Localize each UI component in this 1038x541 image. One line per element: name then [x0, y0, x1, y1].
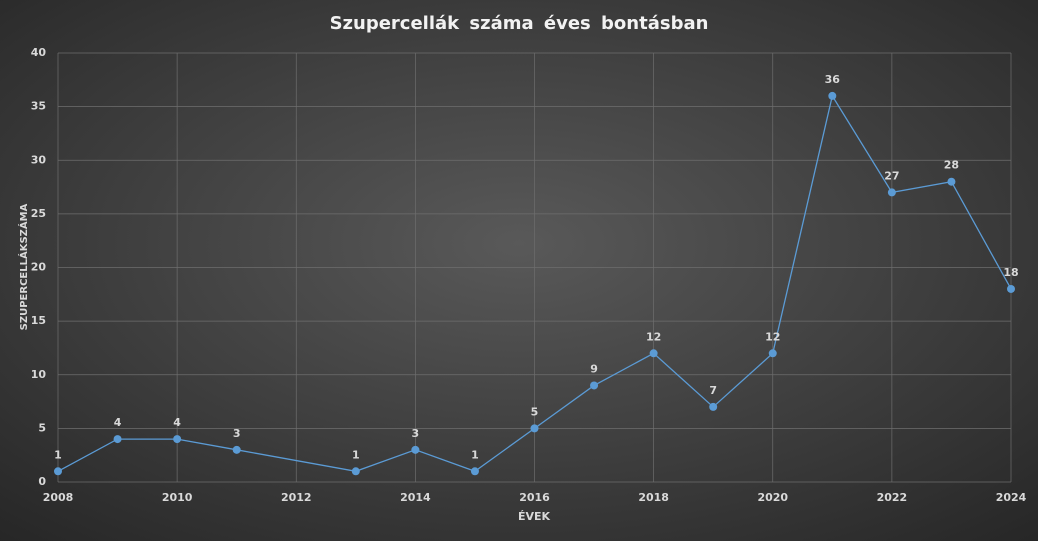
y-tick-label: 15 — [31, 314, 46, 327]
data-label: 4 — [114, 416, 122, 429]
data-label: 1 — [54, 448, 62, 461]
data-label: 18 — [1003, 266, 1018, 279]
data-point — [768, 349, 777, 358]
data-label: 4 — [173, 416, 181, 429]
data-label: 3 — [233, 427, 241, 440]
data-label: 28 — [944, 159, 959, 172]
y-tick-label: 5 — [38, 421, 46, 434]
data-label: 1 — [471, 448, 479, 461]
data-line — [57, 94, 1012, 473]
x-tick-label: 2020 — [757, 491, 788, 504]
x-tick-label: 2016 — [519, 491, 550, 504]
data-label: 9 — [590, 362, 598, 375]
data-label: 27 — [884, 169, 899, 182]
x-tick-label: 2022 — [877, 491, 908, 504]
x-tick-label: 2012 — [281, 491, 312, 504]
y-tick-label: 20 — [31, 261, 47, 274]
x-tick-label: 2008 — [43, 491, 74, 504]
data-point — [173, 435, 182, 444]
x-tick-label: 2010 — [162, 491, 193, 504]
data-point — [411, 445, 420, 454]
data-label: 3 — [412, 427, 420, 440]
data-point — [54, 467, 62, 476]
data-point — [887, 188, 896, 197]
x-tick-label: 2024 — [996, 491, 1027, 504]
data-point — [947, 177, 956, 186]
data-point — [590, 381, 599, 390]
data-point — [530, 424, 539, 433]
x-tick-label: 2018 — [638, 491, 669, 504]
data-point — [113, 435, 122, 444]
x-axis-label: ÉVEK — [518, 510, 551, 523]
y-tick-label: 0 — [38, 475, 46, 488]
chart-title: Szupercellák száma éves bontásban — [330, 13, 709, 34]
y-tick-label: 30 — [31, 153, 47, 166]
data-label: 36 — [825, 73, 841, 86]
data-label: 7 — [709, 384, 717, 397]
y-tick-label: 25 — [31, 207, 46, 220]
y-tick-label: 10 — [31, 368, 47, 381]
data-point — [1007, 284, 1015, 293]
data-point — [232, 445, 241, 454]
data-label: 5 — [531, 405, 539, 418]
data-label: 12 — [765, 330, 780, 343]
data-point — [828, 91, 837, 100]
data-label: 12 — [646, 330, 661, 343]
data-label: 1 — [352, 448, 360, 461]
y-tick-label: 40 — [31, 46, 47, 59]
data-point — [470, 467, 479, 476]
data-point — [351, 467, 360, 476]
data-point — [649, 349, 658, 358]
y-axis-label: SZUPERCELLÁKSZÁMA — [17, 203, 30, 330]
y-tick-label: 35 — [31, 100, 46, 113]
data-point — [709, 402, 718, 411]
x-tick-label: 2014 — [400, 491, 431, 504]
